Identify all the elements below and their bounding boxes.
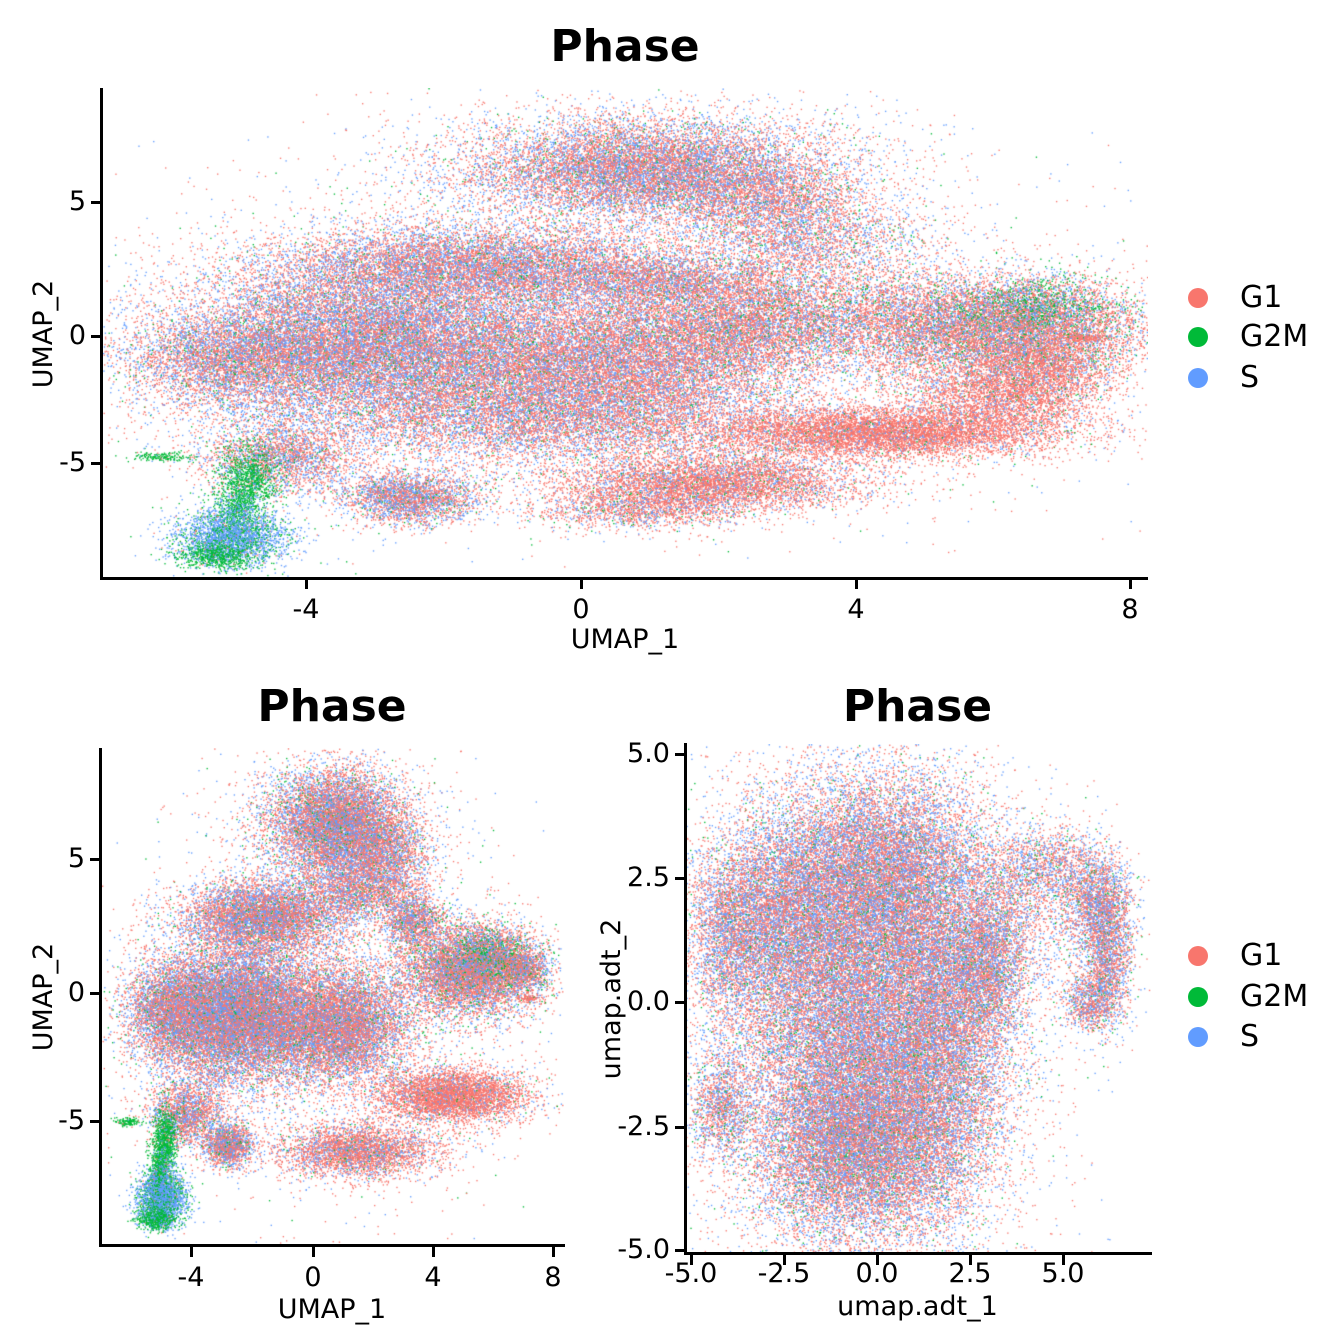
x-tick-mark — [305, 578, 308, 589]
x-tick-mark — [690, 1255, 693, 1265]
y-tick-label: 5 — [67, 843, 85, 874]
x-tick-mark — [876, 1255, 879, 1265]
legend-item-label: G2M — [1240, 979, 1309, 1014]
y-tick-mark — [675, 1126, 686, 1129]
y-tick-label: -2.5 — [617, 1111, 670, 1142]
x-tick-mark — [312, 1247, 315, 1257]
x-tick-label: 8 — [544, 1262, 562, 1293]
legend-item-label: S — [1240, 1019, 1260, 1054]
legend-dot-icon — [1188, 946, 1208, 966]
legend-item-label: S — [1240, 360, 1260, 395]
y-tick-mark — [675, 877, 686, 880]
legend-item-g1: G1 — [1188, 940, 1282, 972]
x-axis-line — [99, 1244, 565, 1247]
x-tick-label: -5.0 — [664, 1258, 718, 1289]
y-tick-mark — [91, 462, 102, 465]
legend-dot-icon — [1188, 1027, 1208, 1047]
x-tick-mark — [783, 1255, 786, 1265]
legend-dot-icon — [1188, 987, 1208, 1007]
x-tick-label: -4 — [292, 594, 320, 625]
legend-item-label: G1 — [1240, 280, 1283, 315]
legend-dot-icon — [1188, 368, 1208, 388]
y-tick-mark — [90, 858, 101, 861]
x-tick-label: -2.5 — [757, 1258, 811, 1289]
y-axis-title: umap.adt_2 — [596, 918, 627, 1080]
x-tick-label: 5.0 — [1041, 1258, 1085, 1289]
x-axis-title: UMAP_1 — [570, 624, 680, 655]
legend-item-s: S — [1188, 1021, 1259, 1053]
x-tick-label: 8 — [1121, 594, 1139, 625]
y-tick-mark — [675, 1001, 686, 1004]
y-tick-label: 5 — [68, 186, 86, 217]
x-axis-line — [684, 1252, 1152, 1255]
y-tick-mark — [91, 201, 102, 204]
y-tick-mark — [90, 1120, 101, 1123]
x-tick-mark — [432, 1247, 435, 1257]
x-tick-label: 0 — [572, 594, 590, 625]
x-tick-label: 2.5 — [948, 1258, 992, 1289]
x-tick-label: 4 — [847, 594, 865, 625]
y-tick-label: -5 — [58, 1105, 85, 1136]
y-tick-label: -5.0 — [617, 1234, 670, 1265]
x-axis-line — [100, 577, 1148, 580]
scatter-canvas-adt — [686, 744, 1151, 1253]
legend-item-g2m: G2M — [1188, 981, 1308, 1013]
legend-item-label: G2M — [1240, 319, 1309, 354]
legend-item-g2m: G2M — [1188, 321, 1308, 353]
scatter-canvas-rna-overview — [103, 88, 1148, 578]
legend-dot-icon — [1188, 327, 1208, 347]
y-axis-line — [100, 88, 103, 580]
y-tick-label: -5 — [59, 447, 86, 478]
x-tick-label: 0 — [304, 1262, 322, 1293]
x-tick-mark — [855, 578, 858, 589]
x-axis-title: UMAP_1 — [277, 1294, 387, 1325]
panel-title: Phase — [550, 21, 700, 72]
y-tick-label: 0 — [68, 320, 86, 351]
legend-item-g1: G1 — [1188, 282, 1282, 314]
y-axis-title: UMAP_2 — [28, 942, 59, 1052]
legend-item-label: G1 — [1240, 938, 1283, 973]
x-tick-mark — [1129, 578, 1132, 589]
y-axis-line — [99, 748, 102, 1247]
x-tick-mark — [580, 578, 583, 589]
x-tick-label: 0.0 — [855, 1258, 899, 1289]
panel-title: Phase — [257, 681, 407, 732]
x-axis-title: umap.adt_1 — [837, 1291, 998, 1322]
y-tick-mark — [675, 1249, 686, 1252]
y-tick-label: 5.0 — [627, 738, 670, 769]
y-tick-mark — [91, 335, 102, 338]
x-tick-mark — [1062, 1255, 1065, 1265]
legend-item-s: S — [1188, 362, 1259, 394]
legend-dot-icon — [1188, 288, 1208, 308]
y-tick-label: 2.5 — [627, 862, 670, 893]
x-tick-label: -4 — [177, 1262, 205, 1293]
x-tick-label: 4 — [424, 1262, 442, 1293]
scatter-canvas-rna-small — [102, 748, 564, 1245]
y-axis-line — [684, 743, 687, 1255]
panel-title: Phase — [842, 681, 993, 732]
x-tick-mark — [552, 1247, 555, 1257]
y-tick-mark — [675, 753, 686, 756]
x-tick-mark — [190, 1247, 193, 1257]
y-tick-mark — [90, 992, 101, 995]
y-tick-label: 0 — [67, 977, 85, 1008]
y-axis-title: UMAP_2 — [28, 279, 59, 389]
x-tick-mark — [969, 1255, 972, 1265]
y-tick-label: 0.0 — [627, 986, 670, 1017]
